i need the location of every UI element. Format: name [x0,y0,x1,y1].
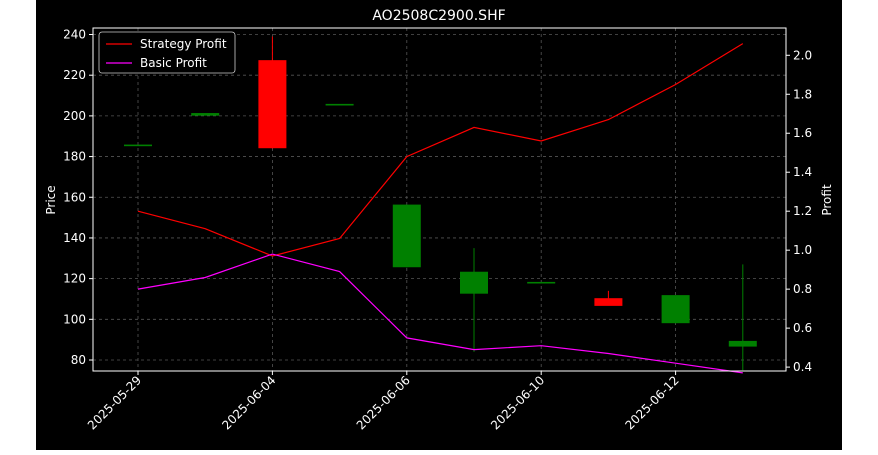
y-tick-label-right: 1.4 [793,165,812,179]
candle-body [124,144,152,147]
y-axis-label-left: Price [44,185,58,214]
candle [460,248,488,352]
y-tick-label-right: 1.8 [793,87,812,101]
candle [661,295,690,324]
y-tick-label-left: 240 [63,28,86,42]
y-tick-label-left: 80 [71,353,86,367]
chart-title: AO2508C2900.SHF [372,8,505,24]
y-axis-label-right: Profit [820,184,834,216]
axes-frame [92,27,787,372]
y-tick-label-right: 2.0 [793,48,812,62]
y-tick-label-left: 180 [63,150,86,164]
y-tick-label-right: 1.2 [793,204,812,218]
y-tick-label-left: 140 [63,231,86,245]
legend-box [98,31,236,74]
candle-body [191,113,220,116]
y-tick-label-right: 0.6 [793,321,812,335]
candle [191,113,220,116]
y-tick-label-left: 120 [63,272,86,286]
legend-label-basic-profit: Basic Profit [140,56,207,70]
basic-profit-line [137,253,743,374]
candle [527,281,556,284]
candle-body [527,281,556,284]
candle [728,264,757,371]
y-tick-label-right: 0.8 [793,282,812,296]
candle-body [728,340,757,347]
y-tick-label-left: 220 [63,68,86,82]
candle [258,36,287,149]
profit-lines-layer [137,43,744,374]
candle-body [460,271,488,294]
candle-body [258,60,287,149]
candles-layer [124,36,757,371]
candle-body [661,295,690,324]
y-tick-label-left: 100 [63,312,86,326]
legend-label-strategy-profit: Strategy Profit [140,37,227,51]
candle [124,144,152,147]
y-tick-label-left: 200 [63,109,86,123]
candle [325,103,354,106]
candle-body [325,103,354,106]
candle-body [594,298,623,306]
y-tick-label-right: 0.4 [793,360,812,374]
y-tick-label-right: 1.6 [793,126,812,140]
y-tick-label-right: 1.0 [793,243,812,257]
candle [594,290,623,306]
candle [392,204,421,268]
strategy-profit-line [137,43,744,257]
legend: Strategy Profit Basic Profit [98,31,236,74]
y-tick-label-left: 160 [63,190,86,204]
candle-body [392,204,421,268]
